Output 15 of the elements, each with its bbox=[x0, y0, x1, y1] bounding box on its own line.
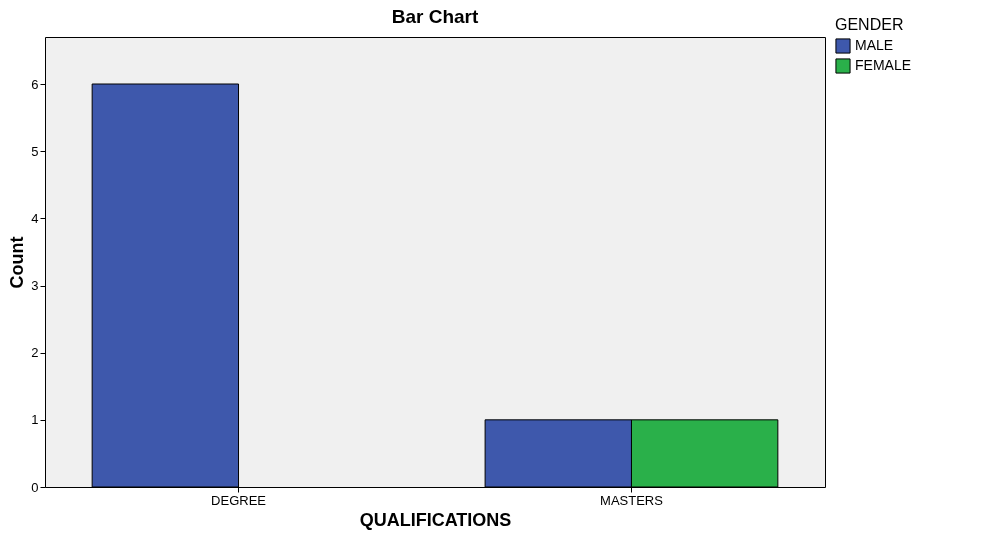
y-axis-title: Count bbox=[7, 236, 28, 289]
y-tick-label: 3 bbox=[31, 278, 39, 294]
chart-title: Bar Chart bbox=[391, 6, 479, 27]
x-axis-title: QUALIFICATIONS bbox=[359, 509, 512, 530]
y-tick-label: 6 bbox=[31, 76, 39, 92]
y-tick-label: 5 bbox=[31, 143, 39, 159]
x-tick-label: MASTERS bbox=[600, 492, 664, 508]
x-tick-label: DEGREE bbox=[211, 492, 267, 508]
legend-label: FEMALE bbox=[855, 57, 912, 73]
y-tick-label: 1 bbox=[31, 412, 39, 428]
legend-title: GENDER bbox=[835, 16, 904, 33]
y-tick-label: 4 bbox=[31, 210, 39, 226]
y-tick-label: 0 bbox=[31, 479, 39, 495]
y-tick-label: 2 bbox=[31, 345, 39, 361]
legend-label: MALE bbox=[855, 37, 894, 53]
